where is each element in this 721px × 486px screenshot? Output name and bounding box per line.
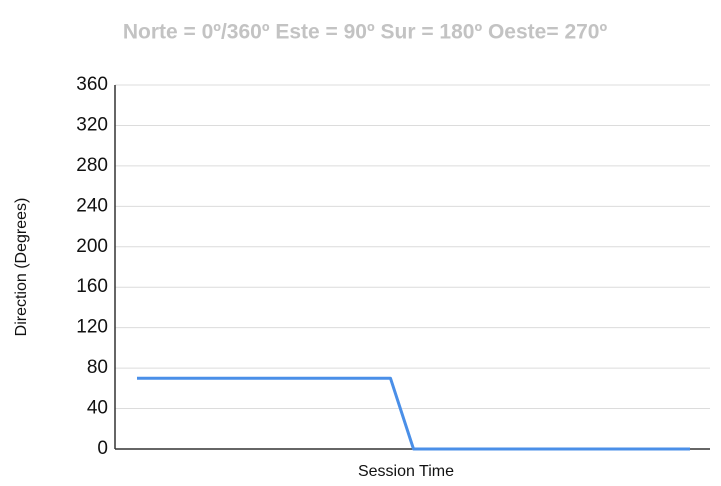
series-line (137, 376, 690, 451)
y-tick-label: 160 (76, 276, 108, 297)
y-tick-label: 360 (76, 74, 108, 95)
chart-title: Norte = 0º/360º Este = 90º Sur = 180º Oe… (123, 21, 608, 44)
y-tick-label: 0 (97, 438, 108, 459)
y-tick-label: 240 (76, 195, 108, 216)
y-tick-label: 200 (76, 236, 108, 257)
y-tick-label: 120 (76, 317, 108, 338)
y-tick-label: 80 (87, 357, 108, 378)
y-tick-label: 40 (87, 398, 108, 419)
y-axis-label: Direction (Degrees) (13, 198, 30, 337)
y-tick-label: 280 (76, 155, 108, 176)
x-axis-label: Session Time (358, 463, 454, 480)
y-tick-label: 320 (76, 114, 108, 135)
